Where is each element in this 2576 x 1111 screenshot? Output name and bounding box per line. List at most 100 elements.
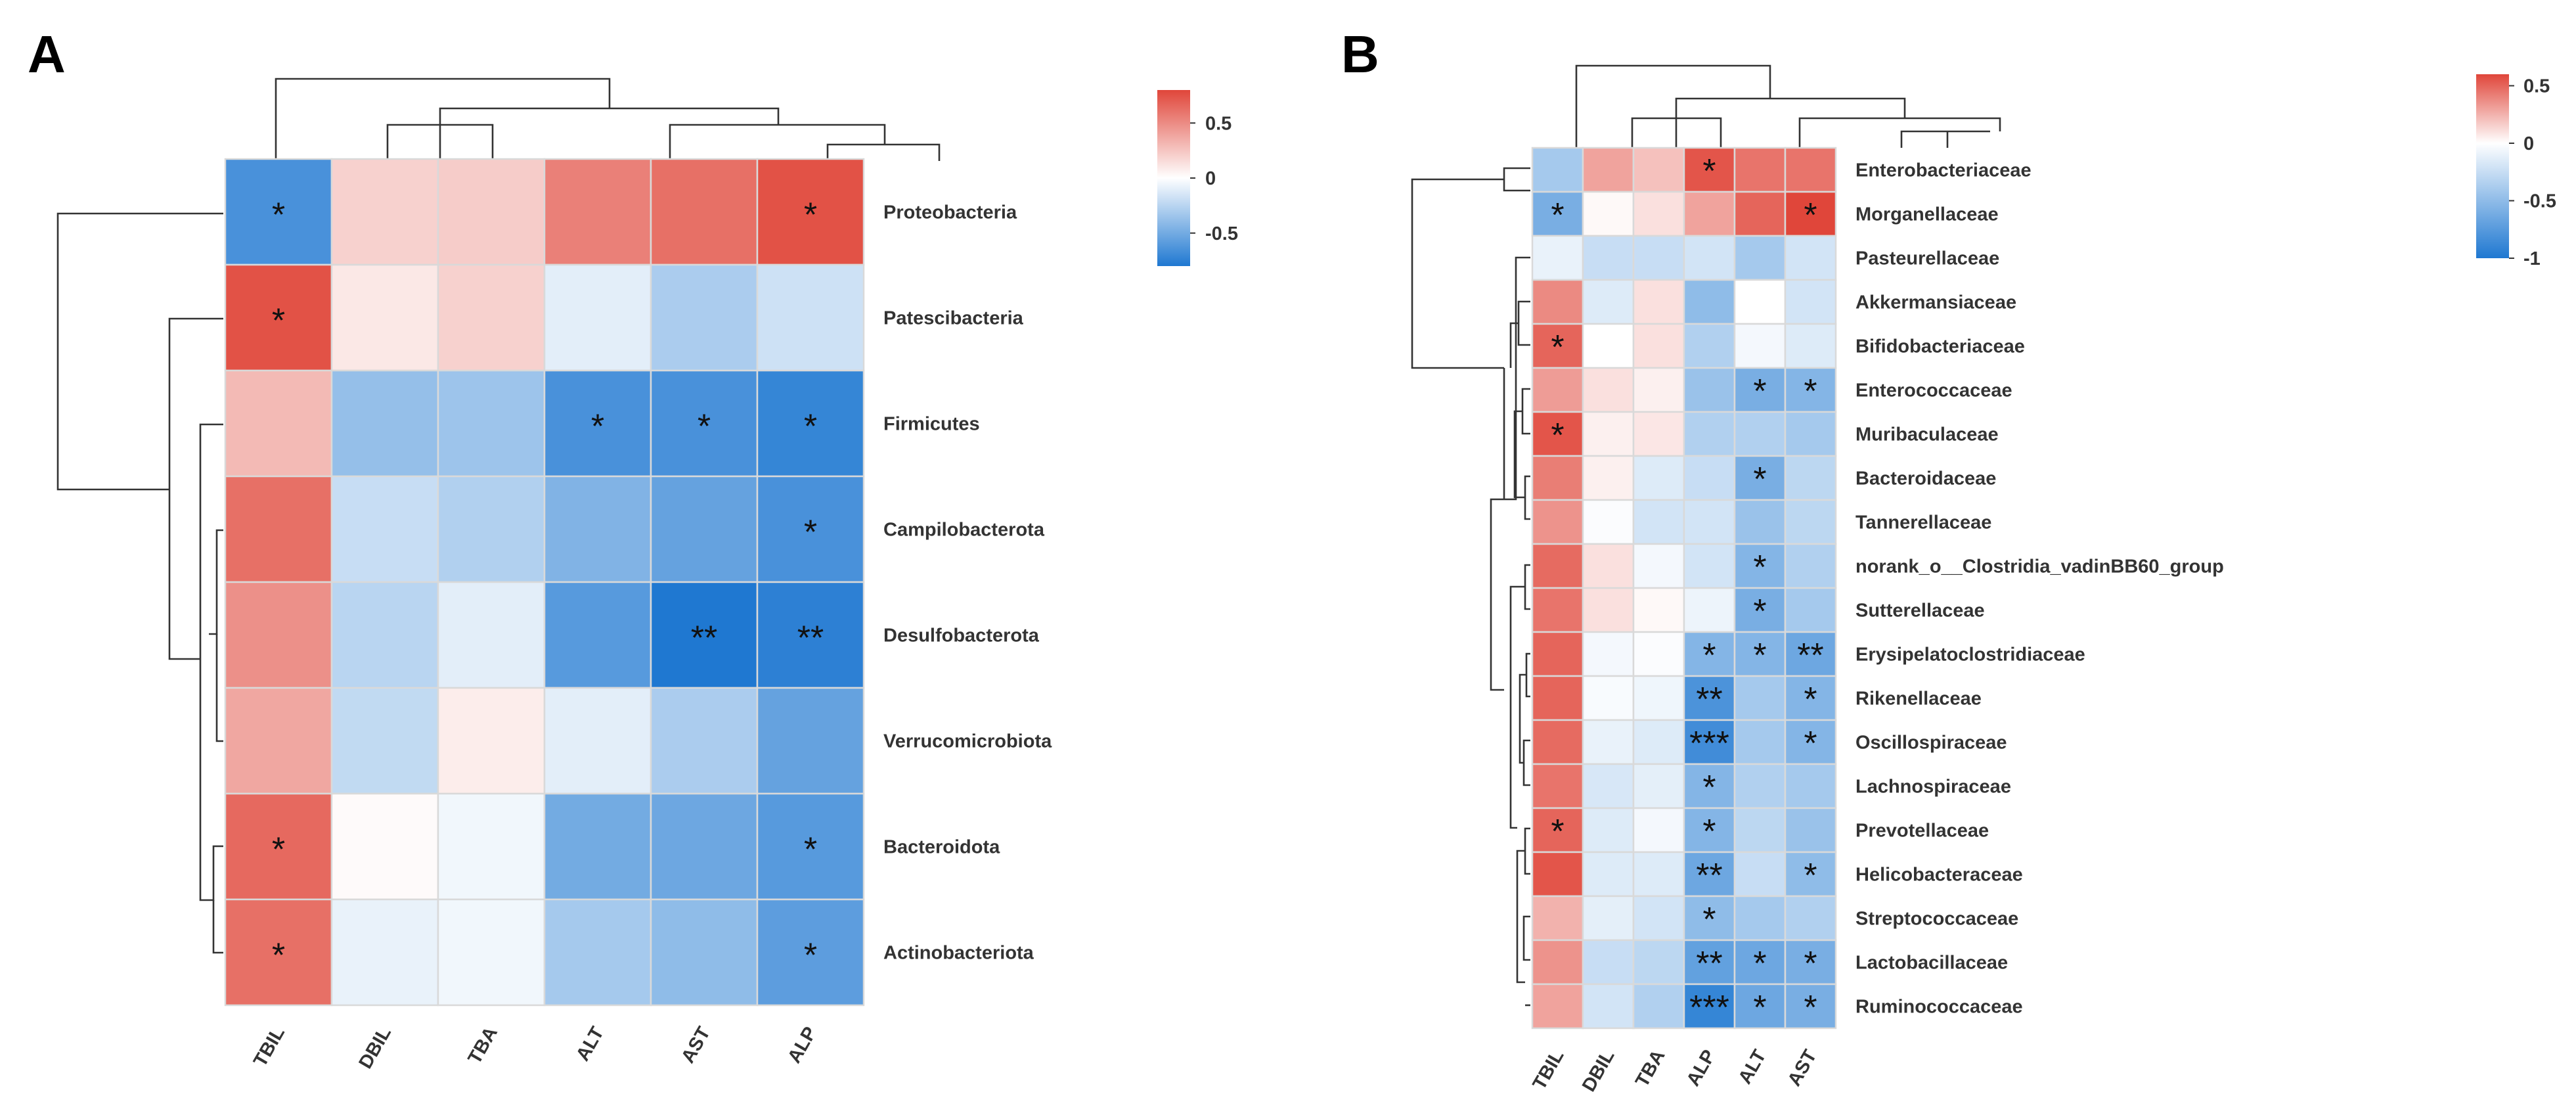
heatmap-cell [543,581,652,689]
significance-star: * [1804,989,1817,1027]
heatmap-cell [224,687,333,795]
heatmap-cell [1582,939,1635,986]
heatmap-cell [1582,323,1635,369]
heatmap-cell [1531,411,1584,457]
row-label: Oscillospiraceae [1855,733,2007,754]
panel-b-column-labels: TBIL DBIL TBA ALP ALT AST [1529,1046,1821,1095]
heatmap-cell [1733,411,1787,457]
row-label: Erysipelatoclostridiaceae [1855,645,2085,666]
heatmap-cell [756,792,865,901]
heatmap-cell [224,369,333,478]
heatmap-cell [1733,235,1787,281]
heatmap-cell [1784,191,1837,237]
heatmap-cell [1632,939,1685,986]
heatmap-cell [437,687,546,795]
heatmap-cell [1582,367,1635,413]
heatmap-cell [1582,499,1635,545]
panel-a-row-labels: Proteobacteria Patescibacteria Firmicutes C… [883,202,1052,964]
row-label: Patescibacteria [883,308,1024,329]
heatmap-cell [1632,543,1685,589]
heatmap-cell [1632,235,1685,281]
heatmap-cell [1531,631,1584,677]
heatmap-cell [1632,631,1685,677]
significance-star: * [1753,461,1766,499]
heatmap-cell [1531,499,1584,545]
heatmap-cell [650,581,759,689]
heatmap-cell [1582,455,1635,501]
heatmap-cell [1531,455,1584,501]
panel-b-row-dendrogram [1411,167,1530,1007]
heatmap-cell [1582,983,1635,1030]
heatmap-cell [1531,939,1584,986]
heatmap-cell [1632,983,1685,1030]
heatmap-cell [1582,279,1635,325]
column-label: TBIL [250,1024,289,1071]
significance-star: ** [1696,681,1722,719]
heatmap-cell [1683,631,1736,677]
heatmap-cell [437,263,546,372]
heatmap-cell [1582,235,1635,281]
significance-star: * [1804,857,1817,895]
row-label: Pasteurellaceae [1855,248,1999,269]
significance-star: *** [1689,725,1729,763]
heatmap-cell [330,369,439,478]
column-label: ALT [1735,1046,1771,1087]
heatmap-cell [1582,543,1635,589]
column-label: DBIL [355,1024,396,1073]
heatmap-cell [1733,675,1787,721]
panel-a-column-labels: TBIL DBIL TBA ALT AST ALP [250,1023,821,1072]
heatmap-cell [1683,587,1736,633]
heatmap-cell [1531,895,1584,941]
significance-star: ** [797,619,824,657]
row-label: Akkermansiaceae [1855,292,2016,313]
heatmap-cell [1683,279,1736,325]
heatmap-cell [1582,719,1635,765]
row-label: Bifidobacteriaceae [1855,336,2025,357]
heatmap-cell [437,369,546,478]
heatmap-cell [1582,587,1635,633]
row-label: Sutterellaceae [1855,601,1985,622]
heatmap-cell [650,263,759,372]
row-label: norank_o__Clostridia_vadinBB60_group [1855,556,2224,578]
heatmap-cell [1784,763,1837,809]
column-label: TBIL [1529,1047,1568,1094]
heatmap-cell [1784,851,1837,897]
heatmap-cell [1582,147,1635,193]
panel-a-column-dendrogram [275,78,941,161]
significance-star: * [698,407,711,445]
row-label: Enterobacteriaceae [1855,160,2032,181]
heatmap-cell [437,898,546,1007]
row-label: Prevotellaceae [1855,821,1989,842]
significance-star: ** [691,619,717,657]
heatmap-cell [1784,939,1837,986]
significance-star: * [1804,373,1817,411]
significance-star: * [1804,196,1817,235]
heatmap-cell [1784,147,1837,193]
heatmap-cell [224,158,333,266]
row-label: Lactobacillaceae [1855,953,2008,974]
heatmap-cell [437,792,546,901]
row-label: Tannerellaceae [1855,512,1991,533]
colorbar-tick-label: -0.5 [2523,191,2556,212]
row-label: Enterococcaceae [1855,380,2012,401]
heatmap-cell [1733,763,1787,809]
heatmap-cell [330,263,439,372]
heatmap-cell [756,369,865,478]
heatmap-cell [650,158,759,266]
significance-star: * [1753,549,1766,587]
heatmap-cell [330,158,439,266]
heatmap-cell [543,369,652,478]
heatmap-cell [756,158,865,266]
heatmap-cell [1582,411,1635,457]
heatmap-cell [1632,675,1685,721]
row-label: Verrucomicrobiota [883,731,1052,752]
heatmap-cell [1784,455,1837,501]
row-label: Rikenellaceae [1855,689,1982,710]
significance-star: * [1753,945,1766,983]
row-label: Desulfobacterota [883,625,1040,646]
heatmap-cell [1582,763,1635,809]
significance-star: * [804,830,817,869]
colorbar-tick-label: 0 [1205,168,1216,189]
heatmap-cell [224,898,333,1007]
heatmap-cell [1632,719,1685,765]
